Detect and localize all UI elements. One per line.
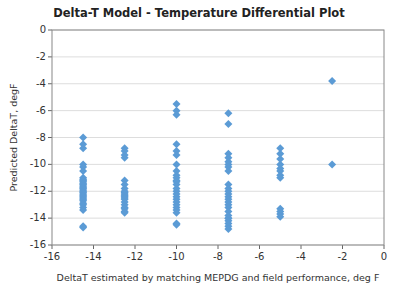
point (121, 209, 129, 217)
tick-label: -14 (30, 212, 46, 223)
tick-label: 0 (40, 24, 46, 35)
point (79, 144, 87, 152)
grid (52, 30, 384, 245)
tick-mark (342, 245, 343, 249)
point (276, 213, 284, 221)
grid-line (52, 83, 384, 84)
tick-label: -12 (30, 185, 46, 196)
tick-mark (48, 245, 52, 246)
point (328, 160, 336, 168)
points (79, 77, 336, 233)
tick-mark (48, 164, 52, 165)
tick-mark (48, 83, 52, 84)
point (173, 221, 181, 229)
point (276, 174, 284, 182)
tick-mark (135, 245, 136, 249)
tick-mark (301, 245, 302, 249)
tick-mark (48, 191, 52, 192)
tick-label: -6 (255, 251, 265, 262)
point (328, 77, 336, 85)
tick-mark (48, 218, 52, 219)
point (79, 206, 87, 214)
point (173, 111, 181, 119)
axes: -16 -14 -12 -10 -8 -6 -4 -2 0 -16 -14 -12 -10 -8 -6 -4 -… (30, 24, 388, 262)
tick-label: -8 (36, 132, 46, 143)
point (173, 209, 181, 217)
tick-mark (48, 137, 52, 138)
tick-label: -12 (127, 251, 143, 262)
grid-line (52, 110, 384, 111)
tick-label: -10 (30, 158, 46, 169)
tick-mark (52, 245, 53, 249)
point (224, 120, 232, 128)
tick-mark (218, 245, 219, 249)
x-axis-label: DeltaT estimated by matching MEPDG and f… (57, 272, 380, 283)
grid-line (52, 191, 384, 192)
grid-line (52, 56, 384, 57)
tick-label: -6 (36, 105, 46, 116)
tick-mark (259, 245, 260, 249)
tick-label: -8 (213, 251, 223, 262)
chart: -16 -14 -12 -10 -8 -6 -4 -2 0 -16 -14 -12 -10 -8 -6 -4 -… (0, 0, 398, 289)
point (121, 154, 129, 162)
y-axis-label: Predicted DeltaT, degF (8, 83, 19, 191)
tick-label: -16 (44, 251, 60, 262)
tick-mark (93, 245, 94, 249)
tick-mark (176, 245, 177, 249)
plot-frame (52, 30, 384, 245)
tick-mark (48, 30, 52, 31)
point (79, 224, 87, 232)
point (173, 151, 181, 159)
tick-label: -16 (30, 239, 46, 250)
tick-label: -14 (85, 251, 101, 262)
tick-label: -4 (36, 78, 46, 89)
point (224, 109, 232, 117)
tick-label: -4 (296, 251, 306, 262)
tick-label: -2 (36, 51, 46, 62)
tick-mark (48, 110, 52, 111)
tick-label: 0 (381, 251, 387, 262)
tick-mark (48, 56, 52, 57)
point (224, 167, 232, 175)
tick-mark (384, 245, 385, 249)
tick-label: -10 (168, 251, 184, 262)
point (224, 225, 232, 233)
grid-line (52, 137, 384, 138)
grid-line (52, 218, 384, 219)
title: Delta-T Model - Temperature Differential… (53, 6, 345, 20)
tick-label: -2 (338, 251, 348, 262)
